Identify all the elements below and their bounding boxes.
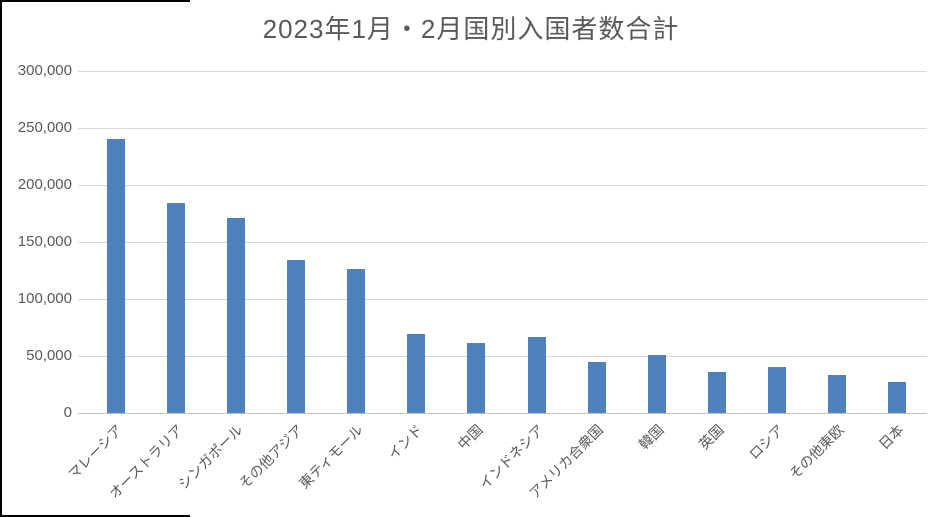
y-axis-tick-label: 250,000 bbox=[17, 119, 72, 136]
x-axis-category-label: その他アジア bbox=[235, 421, 306, 492]
bar bbox=[107, 139, 126, 413]
x-axis-line bbox=[78, 413, 927, 414]
bar bbox=[587, 361, 606, 413]
bar bbox=[527, 336, 546, 413]
chart-title: 2023年1月・2月国別入国者数合計 bbox=[262, 14, 680, 44]
x-axis-category-label: インド bbox=[385, 421, 427, 463]
bar bbox=[887, 382, 906, 413]
gridline bbox=[78, 128, 927, 129]
x-axis-category-label: 韓国 bbox=[635, 421, 667, 453]
bar bbox=[767, 367, 786, 413]
y-axis-tick-label: 0 bbox=[63, 404, 72, 421]
screenshot-edge-left bbox=[0, 0, 2, 517]
bar bbox=[347, 269, 366, 413]
x-axis-category-label: 中国 bbox=[455, 421, 487, 453]
bar bbox=[167, 203, 186, 413]
bar bbox=[407, 334, 426, 413]
bar bbox=[227, 218, 246, 413]
x-axis-category-label: オーストラリア bbox=[105, 421, 186, 502]
gridline bbox=[78, 185, 927, 186]
x-axis-category-label: その他東欧 bbox=[785, 421, 847, 483]
bar bbox=[827, 375, 846, 413]
x-axis-category-label: ロシア bbox=[745, 421, 787, 463]
y-axis-tick-label: 150,000 bbox=[17, 233, 72, 250]
y-axis-tick-label: 100,000 bbox=[17, 290, 72, 307]
screenshot-edge-top bbox=[0, 0, 190, 2]
gridline bbox=[78, 71, 927, 72]
x-axis-category-label: インドネシア bbox=[475, 421, 547, 493]
y-axis-tick-label: 200,000 bbox=[17, 176, 72, 193]
gridline bbox=[78, 242, 927, 243]
y-axis-tick-label: 300,000 bbox=[17, 62, 72, 79]
bar bbox=[647, 354, 666, 413]
gridline bbox=[78, 356, 927, 357]
bar bbox=[467, 343, 486, 413]
x-axis-category-label: アメリカ合衆国 bbox=[526, 421, 607, 502]
bar bbox=[287, 260, 306, 413]
x-axis-category-label: 英国 bbox=[695, 421, 727, 453]
gridline bbox=[78, 299, 927, 300]
x-axis-category-label: 東ティモール bbox=[295, 421, 367, 492]
plot-area bbox=[78, 71, 927, 414]
x-axis-category-label: マレーシア bbox=[65, 421, 126, 483]
x-axis-category-label: 日本 bbox=[875, 421, 907, 453]
screenshot-edge-bottom bbox=[0, 515, 190, 517]
bar bbox=[707, 371, 726, 413]
x-axis-category-label: シンガポール bbox=[175, 421, 246, 493]
y-axis-tick-label: 50,000 bbox=[26, 347, 72, 364]
